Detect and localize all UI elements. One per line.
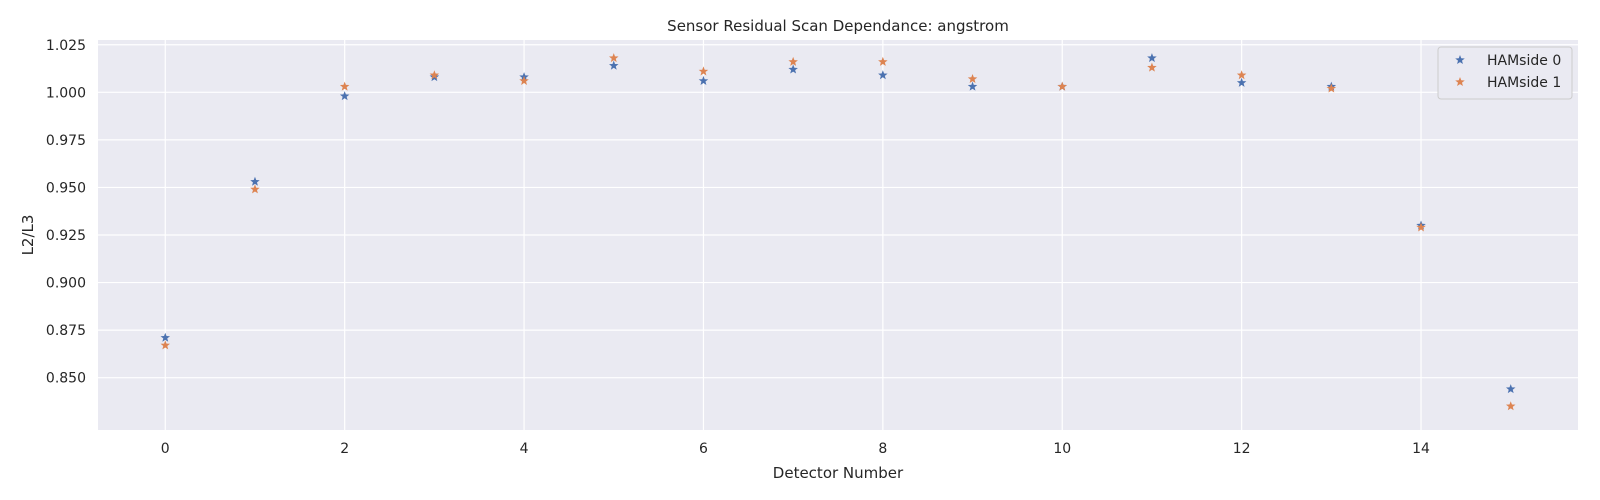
data-point (967, 81, 978, 91)
x-tick-label: 2 (340, 441, 349, 457)
data-point (788, 64, 798, 74)
data-point (609, 53, 619, 63)
y-axis-label: L2/L3 (19, 215, 37, 256)
data-point (1147, 62, 1157, 72)
legend-marker (1455, 77, 1465, 87)
data-point (250, 184, 260, 194)
data-points (160, 53, 1516, 411)
y-tick-label: 0.925 (46, 228, 86, 244)
data-point (878, 70, 888, 80)
data-point (339, 91, 350, 101)
x-axis-label: Detector Number (773, 464, 904, 482)
legend-label: HAMside 1 (1487, 75, 1561, 91)
x-axis-ticks: 0 2 4 6 8 10 12 14 (161, 441, 1430, 457)
data-point (698, 75, 709, 85)
x-tick-label: 8 (878, 441, 887, 457)
data-point (1147, 53, 1157, 63)
x-tick-label: 4 (520, 441, 529, 457)
y-axis-ticks: 0.850 0.875 0.900 0.925 0.950 0.975 1.000 1.025 (46, 38, 86, 387)
data-point (160, 332, 171, 342)
data-point (1057, 81, 1067, 91)
data-point (698, 66, 709, 76)
data-point (1236, 70, 1247, 80)
x-tick-label: 0 (161, 441, 170, 457)
data-point (788, 56, 798, 66)
x-tick-label: 12 (1233, 441, 1251, 457)
data-point (967, 74, 978, 84)
y-tick-label: 1.000 (46, 85, 86, 101)
y-tick-label: 0.875 (46, 323, 86, 339)
legend-box (1437, 46, 1573, 100)
data-point (1505, 384, 1516, 394)
x-tick-label: 10 (1053, 441, 1071, 457)
y-tick-label: 1.025 (46, 38, 86, 54)
legend-marker (1455, 55, 1465, 65)
data-point (1236, 77, 1247, 87)
data-point (519, 75, 529, 85)
data-point (1505, 401, 1516, 411)
data-point (160, 340, 171, 350)
data-point (339, 81, 350, 91)
y-tick-label: 0.900 (46, 276, 86, 292)
data-point (1326, 83, 1337, 93)
data-point (609, 60, 619, 70)
legend: HAMside 0 HAMside 1 (1437, 46, 1573, 100)
y-tick-label: 0.950 (46, 180, 86, 196)
data-point (429, 70, 440, 80)
legend-label: HAMside 0 (1487, 53, 1561, 69)
y-tick-label: 0.850 (46, 371, 86, 387)
x-tick-label: 14 (1412, 441, 1430, 457)
chart-title: Sensor Residual Scan Dependance: angstro… (667, 17, 1009, 35)
data-point (878, 56, 888, 66)
grid-lines (98, 40, 1578, 430)
series-1 (160, 53, 1516, 411)
y-tick-label: 0.975 (46, 133, 86, 149)
data-point (250, 176, 260, 186)
x-tick-label: 6 (699, 441, 708, 457)
data-point (1416, 222, 1426, 232)
